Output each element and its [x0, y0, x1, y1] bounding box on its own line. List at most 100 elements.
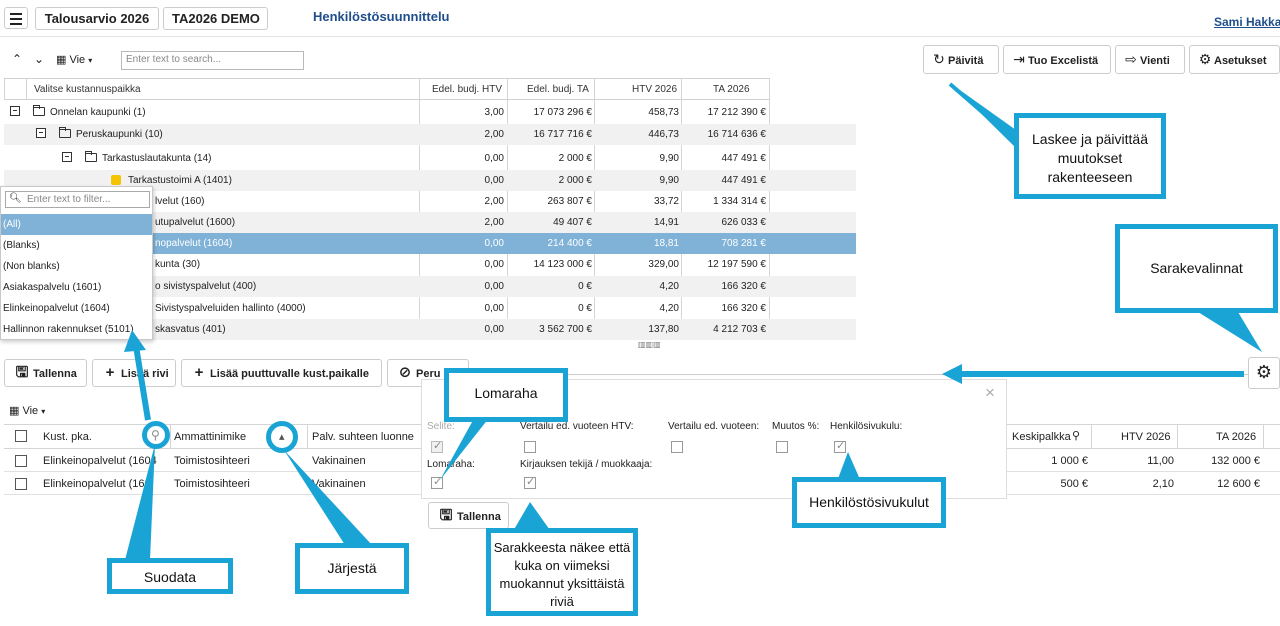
tree-row[interactable]: Sivistyspalveluiden hallinto (4000) 0,00… — [4, 298, 856, 319]
header-ta[interactable]: TA 2026 — [713, 84, 750, 95]
import-excel-button[interactable]: ⇥ Tuo Excelistä — [1003, 45, 1111, 74]
collapse-icon[interactable] — [36, 128, 46, 138]
cell-htv: 446,73 — [648, 129, 679, 140]
import-label: Tuo Excelistä — [1028, 55, 1099, 67]
header-cost-center[interactable]: Valitse kustannuspaikka — [34, 84, 141, 95]
refresh-icon: ↻ — [933, 51, 945, 67]
budget-button[interactable]: Talousarvio 2026 — [35, 7, 159, 30]
add-row-button[interactable]: + Lisää rivi — [92, 359, 176, 387]
cell-ta: 447 491 € — [721, 175, 767, 186]
close-icon[interactable]: × — [985, 383, 995, 402]
filter-option[interactable]: Elinkeinopalvelut (1604) — [3, 303, 110, 314]
gear-icon: ⚙ — [1255, 362, 1273, 382]
add-missing-label: Lisää puuttuvalle kust.paikalle — [210, 368, 369, 380]
header-htv[interactable]: HTV 2026 — [632, 84, 678, 95]
menu-button[interactable] — [4, 7, 28, 29]
header-title[interactable]: Ammattinimike — [174, 431, 247, 443]
vertailu-htv-checkbox[interactable] — [524, 441, 536, 453]
column-settings-button[interactable]: ⚙ — [1248, 357, 1280, 389]
filter-icon[interactable]: ⚲ — [1072, 430, 1081, 442]
select-all-checkbox[interactable] — [15, 430, 27, 442]
resize-handle-icon[interactable]: ▥▥▥ — [638, 340, 661, 349]
user-link[interactable]: Sami Hakka — [1214, 15, 1280, 29]
header-avg-salary[interactable]: Keskipalkka — [1012, 431, 1071, 443]
tree-row[interactable]: Peruskaupunki (10) 2,00 16 717 716 € 446… — [4, 124, 856, 145]
arrow-line — [132, 339, 151, 421]
lower-export-menu[interactable]: ▦ Vie ▾ — [9, 404, 45, 417]
filter-highlight-ring: ⚲ — [142, 421, 170, 449]
cell-prev-htv: 3,00 — [484, 107, 504, 118]
cell-htv: 4,20 — [659, 281, 679, 292]
tree-row-name: nopalvelut (1604) — [155, 238, 233, 249]
collapse-icon[interactable] — [62, 152, 72, 162]
cell-htv: 458,73 — [648, 107, 679, 118]
collapse-icon[interactable] — [10, 106, 20, 116]
filter-option[interactable]: Asiakaspalvelu (1601) — [3, 282, 102, 293]
callout-editor: Sarakkeesta näkee että kuka on viimeksi … — [486, 528, 638, 616]
tree-row-selected[interactable]: nopalvelut (1604) 0,00 214 400 € 18,81 7… — [4, 233, 856, 254]
tree-row-name: kunta (30) — [155, 259, 201, 270]
header-prev-htv[interactable]: Edel. budj. HTV — [432, 84, 503, 95]
demo-button[interactable]: TA2026 DEMO — [163, 7, 268, 30]
tree-row[interactable]: utupalvelut (1600) 2,00 49 407 € 14,91 6… — [4, 212, 856, 233]
settings-button[interactable]: ⚙ Asetukset — [1189, 45, 1280, 74]
muutos-label: Muutos %: — [772, 421, 820, 432]
plus-icon: + — [105, 364, 115, 381]
col-divider — [26, 78, 27, 100]
export-button[interactable]: ⇨ Vienti — [1115, 45, 1185, 74]
tree-row[interactable]: Tarkastuslautakunta (14) 0,00 2 000 € 9,… — [4, 148, 856, 169]
filter-option[interactable]: (Blanks) — [3, 240, 40, 251]
cell-ta: 4 212 703 € — [713, 324, 766, 335]
vertailu-checkbox[interactable] — [671, 441, 683, 453]
header-cost-center[interactable]: Kust. pka. — [43, 431, 92, 443]
callout-refresh: Laskee ja päivittää muutokset rakenteese… — [1014, 113, 1166, 199]
filter-option[interactable]: Hallinnon rakennukset (5101) — [3, 324, 134, 335]
export-menu[interactable]: ▦ Vie ▾ — [56, 53, 92, 66]
menu-icon-bar — [10, 18, 22, 20]
page-title: Henkilöstösuunnittelu — [313, 9, 450, 24]
cell-relation: Vakinainen — [312, 455, 366, 467]
henkilosivukulu-checkbox[interactable] — [834, 439, 846, 453]
menu-icon-bar — [10, 23, 22, 25]
kirjauksen-checkbox[interactable] — [524, 475, 536, 489]
cell-prev-ta: 0 € — [578, 281, 592, 292]
callout-columns: Sarakevalinnat — [1115, 224, 1278, 313]
row-checkbox[interactable] — [15, 478, 27, 490]
filter-option[interactable]: (Non blanks) — [3, 261, 60, 272]
expand-all-icon[interactable]: ⌄ — [34, 52, 45, 66]
tree-row[interactable]: Tarkastustoimi A (1401) 0,00 2 000 € 9,9… — [4, 170, 856, 191]
tree-row[interactable]: skasvatus (401) 0,00 3 562 700 € 137,80 … — [4, 319, 856, 340]
cell-prev-htv: 0,00 — [484, 153, 504, 164]
cell-prev-ta: 214 400 € — [547, 238, 593, 249]
row-checkbox[interactable] — [15, 455, 27, 467]
tree-search-input[interactable]: Enter text to search... — [121, 51, 304, 70]
tree-row[interactable]: kunta (30) 0,00 14 123 000 € 329,00 12 1… — [4, 254, 856, 275]
cell-ta: 708 281 € — [721, 238, 767, 249]
callout-pointer — [1198, 312, 1262, 352]
filter-search-input[interactable]: Enter text to filter... — [5, 191, 150, 208]
tree-row[interactable]: o sivistyspalvelut (400) 0,00 0 € 4,20 1… — [4, 276, 856, 297]
filter-option[interactable]: (All) — [1, 214, 152, 235]
cell-ta: 132 000 € — [1211, 455, 1260, 467]
tree-row[interactable]: Onnelan kaupunki (1) 3,00 17 073 296 € 4… — [4, 102, 856, 123]
henkilosivukulu-label: Henkilösivukulu: — [830, 421, 903, 432]
caret-down-icon: ▾ — [41, 407, 46, 416]
refresh-button[interactable]: ↻ Päivitä — [923, 45, 999, 74]
filter-icon[interactable]: ⚲ — [151, 428, 160, 442]
muutos-checkbox[interactable] — [776, 441, 788, 453]
cell-htv: 2,10 — [1152, 478, 1174, 490]
header-prev-ta[interactable]: Edel. budj. TA — [527, 84, 589, 95]
header-ta[interactable]: TA 2026 — [1216, 431, 1257, 443]
add-missing-button[interactable]: + Lisää puuttuvalle kust.paikalle — [181, 359, 382, 387]
header-htv[interactable]: HTV 2026 — [1121, 431, 1171, 443]
collapse-all-icon[interactable]: ⌃ — [12, 52, 23, 66]
tree-row-name: Peruskaupunki (10) — [76, 129, 163, 140]
cell-prev-ta: 263 807 € — [547, 196, 593, 207]
header-relation[interactable]: Palv. suhteen luonne — [312, 431, 414, 443]
tree-row[interactable]: lvelut (160) 2,00 263 807 € 33,72 1 334 … — [4, 191, 856, 212]
sort-icon[interactable]: ▴ — [279, 431, 285, 443]
cell-title: Toimistosihteeri — [174, 478, 250, 490]
column-save-button[interactable]: 🖫 Tallenna — [428, 502, 509, 529]
save-button[interactable]: 🖫 Tallenna — [4, 359, 87, 387]
